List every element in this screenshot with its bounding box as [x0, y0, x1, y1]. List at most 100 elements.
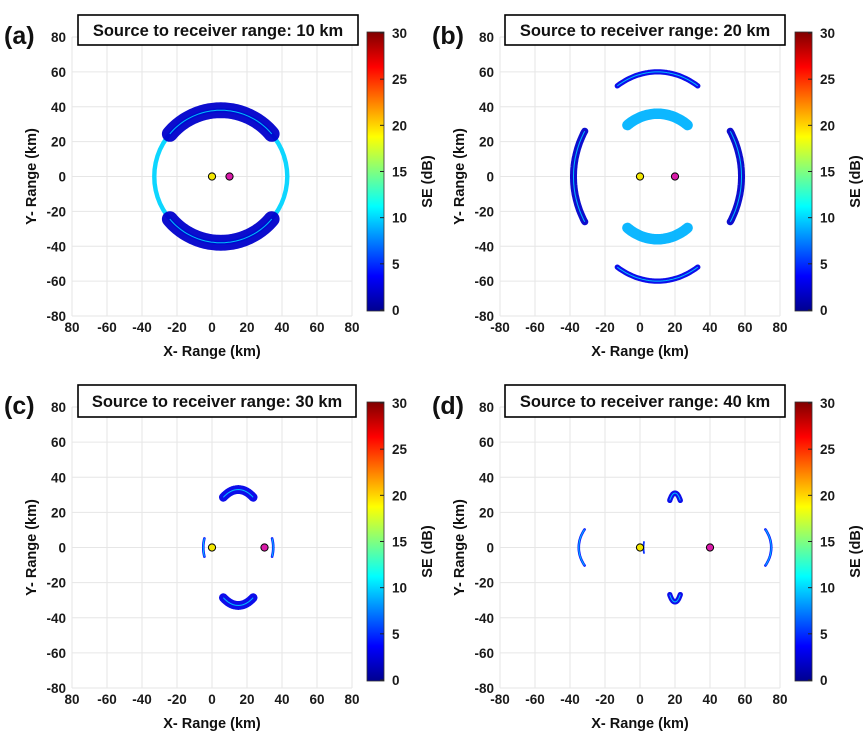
se-region-edge [617, 266, 699, 282]
x-tick-label: -20 [595, 320, 615, 335]
y-tick-label: -80 [474, 309, 494, 324]
x-tick-label: -80 [490, 692, 510, 707]
y-tick-label: 0 [486, 170, 494, 185]
x-tick-label: 20 [239, 692, 254, 707]
colorbar-tick-label: 15 [392, 535, 408, 550]
x-tick-label: 20 [667, 320, 682, 335]
x-tick-label: 60 [737, 692, 752, 707]
x-axis-label: X- Range (km) [591, 344, 689, 360]
se-region [161, 102, 280, 142]
y-tick-label: -20 [474, 576, 494, 591]
x-tick-label: -80 [490, 320, 510, 335]
x-tick-label: 60 [309, 320, 324, 335]
y-tick-label: 60 [51, 435, 66, 450]
receiver-marker [225, 172, 234, 181]
y-tick-label: 80 [479, 30, 494, 45]
colorbar-tick-label: 0 [820, 303, 828, 318]
colorbar-tick-label: 5 [820, 627, 828, 642]
source-marker [207, 172, 217, 181]
colorbar-tick-label: 30 [392, 396, 407, 411]
colorbar-tick-label: 25 [820, 442, 836, 457]
y-tick-label: 60 [479, 435, 494, 450]
y-tick-label: 20 [51, 505, 66, 520]
y-tick-label: -40 [46, 239, 66, 254]
x-tick-label: 40 [702, 320, 717, 335]
x-tick-label: 0 [208, 320, 216, 335]
x-tick-label: -40 [132, 320, 152, 335]
se-region-edge [729, 130, 742, 223]
colorbar-tick-label: 0 [392, 303, 400, 318]
y-tick-label: 60 [51, 65, 66, 80]
x-tick-label: 40 [274, 692, 289, 707]
x-tick-label: -60 [97, 692, 117, 707]
colorbar-label: SE (dB) [420, 525, 436, 578]
y-tick-label: -20 [46, 204, 66, 219]
colorbar-tick-label: 5 [820, 257, 828, 272]
x-tick-label: 80 [64, 320, 79, 335]
y-axis-label: Y- Range (km) [452, 128, 468, 225]
panel-c: 80 -60 -40 -20 0 20 40 60 80 80 60 40 20 0 -20 -40 -60 -8… [4, 384, 436, 732]
y-axis-label: Y- Range (km) [24, 128, 40, 225]
panel-title: Source to receiver range: 40 km [520, 393, 770, 411]
colorbar-tick-label: 25 [392, 442, 408, 457]
title-box [77, 14, 359, 46]
panel-label: (d) [432, 392, 464, 420]
colorbar-label: SE (dB) [848, 525, 864, 578]
x-tick-label: 80 [772, 692, 787, 707]
colorbar-tick-label: 20 [392, 488, 407, 503]
panel-d: -80 -60 -40 -20 0 20 40 60 80806040200-20-40-60-… [432, 384, 864, 732]
y-tick-label: -60 [46, 274, 66, 289]
y-tick-label: 60 [479, 65, 494, 80]
source-marker [635, 543, 645, 552]
y-tick-label: 80 [479, 400, 494, 415]
y-tick-label: 80 [51, 30, 66, 45]
x-tick-label: -60 [525, 320, 545, 335]
receiver-marker [670, 172, 680, 181]
x-tick-label: -60 [97, 320, 117, 335]
x-tick-label: -40 [560, 320, 580, 335]
y-tick-label: 80 [51, 400, 66, 415]
colorbar-tick-label: 0 [820, 673, 828, 688]
source-marker [207, 543, 217, 552]
x-tick-label: -40 [132, 692, 152, 707]
y-tick-label: 0 [58, 170, 66, 185]
colorbar-tick-label: 10 [820, 581, 835, 596]
x-tick-label: 60 [309, 692, 324, 707]
se-region-edge [669, 594, 681, 603]
x-tick-label: -20 [167, 320, 187, 335]
colorbar-tick-label: 20 [820, 118, 835, 133]
x-tick-label: 40 [702, 692, 717, 707]
colorbar-tick-label: 25 [392, 72, 408, 87]
panel-label: (c) [4, 392, 35, 420]
se-region-edge [669, 492, 681, 501]
se-region-edge [617, 71, 699, 87]
colorbar-tick-label: 10 [820, 211, 835, 226]
x-tick-label: 0 [208, 692, 216, 707]
se-region-edge [578, 529, 586, 566]
y-tick-label: -60 [474, 646, 494, 661]
x-axis-label: X- Range (km) [163, 716, 261, 732]
colorbar-tick-label: 20 [392, 118, 407, 133]
colorbar-tick-label: 20 [820, 488, 835, 503]
colorbar-tick-label: 15 [820, 535, 836, 550]
source-marker [635, 172, 645, 181]
y-tick-label: -80 [46, 681, 66, 696]
se-region-edge [764, 529, 772, 566]
x-tick-label: -40 [560, 692, 580, 707]
se-region-edge [169, 218, 273, 244]
x-tick-label: -20 [167, 692, 187, 707]
receiver-marker [260, 543, 269, 552]
title-box [504, 14, 786, 46]
panel-b: -80 -60 -40 -20 0 20 40 60 80806040200-20-40-60-… [432, 14, 864, 360]
se-region [622, 108, 693, 131]
y-axis-label: Y- Range (km) [24, 499, 40, 596]
title-box [77, 384, 357, 418]
y-tick-label: -80 [46, 309, 66, 324]
se-region-edge [223, 488, 254, 498]
title-box [504, 384, 786, 418]
x-tick-label: 0 [636, 320, 644, 335]
colorbar-tick-label: 15 [392, 165, 408, 180]
x-tick-label: 40 [274, 320, 289, 335]
y-tick-label: 0 [58, 541, 66, 556]
